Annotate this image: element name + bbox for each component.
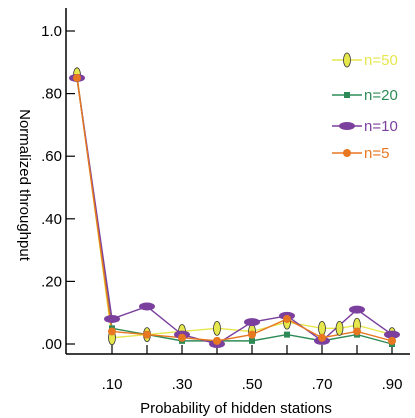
x-axis-label: Probability of hidden stations <box>140 400 332 417</box>
x-tick-label: .30 <box>172 376 193 393</box>
legend-marker-n5 <box>343 149 351 157</box>
y-tick-label: .60 <box>41 148 62 165</box>
series-lines <box>76 74 393 345</box>
data-point-n10 <box>104 314 120 323</box>
legend-label-n5: n=5 <box>364 145 389 162</box>
data-point-n5 <box>73 73 81 82</box>
data-point-n5 <box>213 336 221 345</box>
x-tick-label: .10 <box>102 376 123 393</box>
data-point-n5 <box>318 333 326 342</box>
data-point-n50 <box>213 320 221 336</box>
data-point-n5 <box>108 327 116 336</box>
y-tick-label: .40 <box>41 211 62 228</box>
x-tick-label: .70 <box>312 376 333 393</box>
data-point-n5 <box>283 314 291 323</box>
data-point-n10 <box>384 330 400 339</box>
x-ticks: .10 .30 .50 .70 .90 <box>102 345 403 393</box>
axes <box>65 8 410 355</box>
series-markers <box>69 67 400 348</box>
legend: n=50 n=20 n=10 n=5 <box>332 52 398 162</box>
data-point-n5 <box>143 330 151 339</box>
y-tick-label: .20 <box>41 273 62 290</box>
legend-label-n20: n=20 <box>364 87 398 104</box>
series-line-n20 <box>76 77 393 345</box>
data-point-n10 <box>349 305 365 314</box>
data-point-n50 <box>318 320 326 336</box>
data-point-n5 <box>388 336 396 345</box>
legend-marker-n10 <box>339 122 355 130</box>
y-tick-label: 1.0 <box>41 23 62 40</box>
y-tick-label: .00 <box>41 336 62 353</box>
series-line-n50 <box>76 74 393 339</box>
legend-label-n50: n=50 <box>364 52 398 69</box>
data-point-n20 <box>249 337 255 344</box>
data-point-n5 <box>248 330 256 339</box>
legend-label-n10: n=10 <box>364 118 398 135</box>
series-line-n10 <box>76 77 393 345</box>
x-tick-label: .90 <box>382 376 403 393</box>
data-point-n50 <box>335 320 344 336</box>
legend-marker-n20 <box>344 92 350 98</box>
x-tick-label: .50 <box>242 376 263 393</box>
data-point-n10 <box>244 318 260 327</box>
y-ticks: .00 .20 .40 .60 .80 1.0 <box>41 23 75 353</box>
series-line-n5 <box>76 77 393 342</box>
data-point-n20 <box>284 331 290 338</box>
y-axis-label: Normalized throughput <box>16 109 33 262</box>
data-point-n5 <box>353 327 361 336</box>
data-point-n5 <box>178 333 186 342</box>
legend-marker-n50 <box>343 52 351 68</box>
data-point-n10 <box>139 302 155 311</box>
y-tick-label: .80 <box>41 86 62 103</box>
